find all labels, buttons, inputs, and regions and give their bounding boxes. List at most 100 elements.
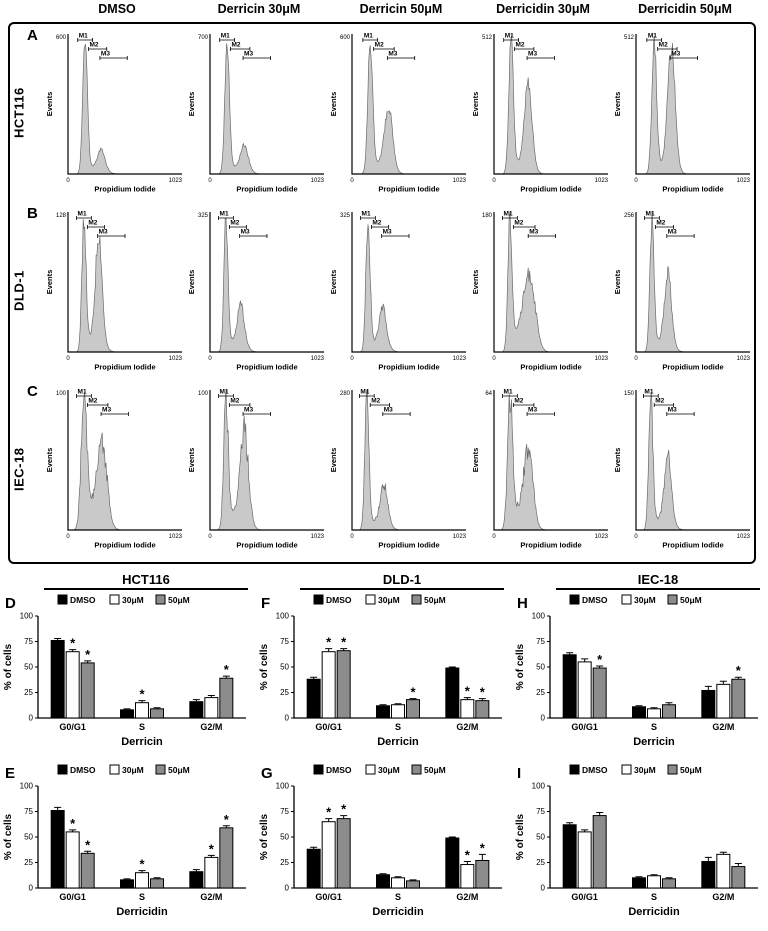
- bar-g-50μm-1: [406, 880, 420, 889]
- x-axis-title: Propidium Iodide: [236, 541, 297, 550]
- significance-asterisk: *: [326, 805, 332, 820]
- gate-m3-label: M3: [244, 51, 253, 58]
- bar-chart-i: I DMSO 30μM 50μM 0 25 50 75 100 % of cells G0/G1 S G…: [515, 764, 758, 918]
- histogram-curve: [68, 219, 182, 353]
- cell-line-label-iec-18: IEC-18: [11, 447, 27, 491]
- axis-lines: [67, 390, 182, 531]
- y-axis-title: Events: [45, 92, 54, 117]
- gate-m3-label: M3: [101, 51, 110, 58]
- y-axis-title: Events: [187, 448, 196, 473]
- category-label: G0/G1: [315, 892, 342, 902]
- bar-g-dmso-2: [445, 837, 460, 889]
- column-header-derricidin-50: Derricidin 50μM: [638, 2, 732, 16]
- x-min-tick: 0: [350, 178, 354, 184]
- y-axis-title: % of cells: [3, 644, 14, 691]
- error-bar: [581, 658, 589, 662]
- gate-m3-label: M3: [241, 229, 250, 236]
- gate-m1-bracket: [646, 38, 663, 42]
- x-min-tick: 0: [634, 534, 638, 540]
- error-bar: [207, 695, 215, 698]
- axis-lines: [209, 34, 324, 175]
- y-max-tick: 512: [624, 35, 635, 41]
- error-bar: [192, 699, 200, 702]
- gate-m1-bracket: [643, 394, 659, 398]
- x-axis-title: Propidium Iodide: [378, 185, 439, 194]
- x-max-tick: 1023: [169, 178, 183, 184]
- x-min-tick: 0: [208, 178, 212, 184]
- error-bar: [665, 702, 673, 705]
- bar-i-50μm-2: [731, 866, 746, 889]
- gate-m1-bracket: [359, 394, 375, 398]
- x-max-tick: 1023: [311, 356, 325, 362]
- y-tick-label: 100: [276, 782, 290, 791]
- y-tick-label: 0: [541, 884, 546, 893]
- error-bar: [153, 707, 161, 709]
- bar-e-30μm-0: [65, 831, 80, 889]
- error-bar: [138, 870, 146, 873]
- y-tick-label: 100: [532, 782, 546, 791]
- flow-panel-box: A HCT116 M1 M2 M3 600 0 1023 Propidium Iodide Eve…: [8, 22, 756, 564]
- legend-swatch-50μm: [411, 594, 422, 605]
- gate-m2-bracket: [373, 47, 395, 51]
- x-min-tick: 0: [208, 534, 212, 540]
- y-tick-label: 25: [536, 858, 545, 867]
- gate-m1-bracket: [644, 216, 660, 220]
- bar-chart-g: G DMSO 30μM 50μM 0 25 50 75 100 % of cells G0/G1 * *…: [259, 764, 502, 918]
- y-tick-label: 75: [536, 637, 545, 646]
- gate-m3-bracket: [669, 56, 698, 60]
- axis-lines: [351, 34, 466, 175]
- bar-d-50μm-2: [219, 677, 234, 719]
- gate-m1-bracket: [362, 38, 379, 42]
- x-axis-title: Propidium Iodide: [520, 541, 581, 550]
- y-tick-label: 75: [536, 807, 545, 816]
- y-axis-title: % of cells: [259, 814, 270, 861]
- x-max-tick: 1023: [169, 356, 183, 362]
- category-label: G2/M: [712, 892, 734, 902]
- legend-swatch-30μm: [109, 594, 120, 605]
- bar-i-dmso-1: [632, 877, 646, 889]
- x-axis-title: Derricidin: [628, 906, 680, 918]
- bar-i-50μm-1: [662, 878, 676, 889]
- x-max-tick: 1023: [737, 356, 751, 362]
- legend-label-30μm: 30μM: [122, 765, 144, 775]
- y-max-tick: 325: [340, 213, 351, 219]
- error-bar: [123, 878, 131, 880]
- panel-letter-c: C: [27, 383, 38, 400]
- error-bar: [310, 846, 318, 850]
- y-axis-title: % of cells: [515, 814, 526, 861]
- y-tick-label: 75: [24, 637, 33, 646]
- y-max-tick: 100: [56, 391, 67, 397]
- panel-letter-h: H: [517, 595, 528, 612]
- y-max-tick: 64: [485, 391, 492, 397]
- x-max-tick: 1023: [453, 178, 467, 184]
- x-min-tick: 0: [208, 356, 212, 362]
- error-bar: [478, 853, 486, 861]
- error-bar: [222, 825, 230, 828]
- gate-m3-bracket: [97, 234, 126, 238]
- gate-m2-label: M2: [230, 398, 239, 405]
- error-bar: [394, 876, 402, 878]
- cell-line-label-hct116: HCT116: [11, 87, 27, 139]
- legend-label-30μm: 30μM: [634, 595, 656, 605]
- bar-d-dmso-2: [189, 701, 204, 719]
- y-max-tick: 512: [482, 35, 493, 41]
- y-tick-label: 25: [24, 858, 33, 867]
- x-axis-title: Propidium Iodide: [94, 363, 155, 372]
- significance-asterisk: *: [597, 652, 603, 667]
- x-axis-title: Derricidin: [116, 906, 168, 918]
- error-bar: [207, 854, 215, 858]
- bar-chart-d: D DMSO 30μM 50μM 0 25 50 75 100 % of cells G0/G1 * *…: [3, 594, 246, 748]
- gate-m3-bracket: [527, 234, 556, 238]
- x-min-tick: 0: [634, 356, 638, 362]
- bar-d-30μm-1: [135, 702, 149, 719]
- legend-swatch-50μm: [155, 594, 166, 605]
- gate-m2-bracket: [230, 47, 251, 51]
- y-tick-label: 0: [29, 884, 34, 893]
- gate-m2-bracket: [86, 225, 105, 229]
- bar-f-dmso-2: [445, 667, 460, 719]
- gate-m1-bracket: [76, 394, 92, 398]
- gate-m2-label: M2: [656, 220, 665, 227]
- error-bar: [192, 869, 200, 872]
